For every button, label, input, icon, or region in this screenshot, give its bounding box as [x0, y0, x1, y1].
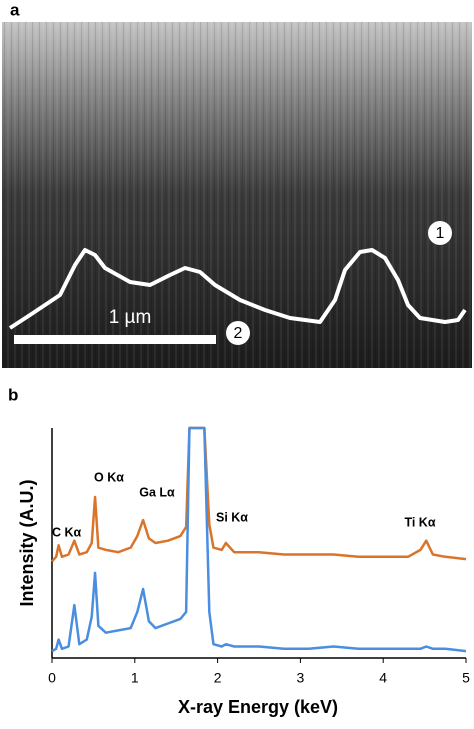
- panel-label: b: [8, 385, 18, 404]
- peak-annotation: Ga Lα: [139, 485, 175, 499]
- marker-circle: [226, 321, 250, 345]
- marker-label: 1: [436, 225, 445, 242]
- peak-annotation: Ti Kα: [404, 515, 435, 529]
- spectrum-line: [51, 426, 467, 653]
- x-tick-label: 0: [48, 670, 56, 686]
- x-tick-label: 5: [462, 670, 470, 686]
- x-axis-label: X-ray Energy (keV): [178, 697, 338, 717]
- x-tick-label: 2: [214, 670, 222, 686]
- spectrum-line: [51, 426, 467, 563]
- panel-label: a: [10, 0, 20, 19]
- x-tick-label: 1: [131, 670, 139, 686]
- profile-line: [8, 248, 467, 330]
- micrograph-texture: [2, 22, 472, 368]
- scale-bar: [14, 335, 216, 344]
- y-axis-label: Intensity (A.U.): [17, 479, 37, 606]
- peak-annotation: O Kα: [94, 470, 124, 484]
- peak-annotation: C Kα: [52, 525, 82, 539]
- marker-circle: [428, 221, 452, 245]
- scale-bar-label: 1 µm: [109, 307, 152, 328]
- marker-label: 2: [234, 325, 243, 342]
- x-tick-label: 3: [297, 670, 305, 686]
- x-tick-label: 4: [379, 670, 387, 686]
- peak-annotation: Si Kα: [216, 510, 248, 524]
